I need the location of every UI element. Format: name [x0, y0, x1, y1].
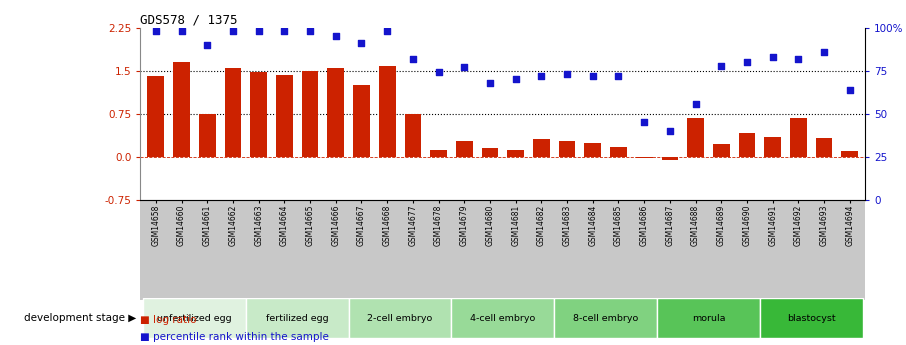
Bar	[173, 62, 190, 157]
Point	[740, 59, 755, 65]
Point	[689, 101, 703, 106]
Point	[329, 33, 343, 39]
Bar	[815, 138, 833, 157]
Point	[535, 73, 549, 79]
Bar	[302, 71, 318, 157]
Point	[508, 77, 523, 82]
Point	[406, 56, 420, 61]
Point	[791, 56, 805, 61]
Point	[662, 128, 677, 134]
Point	[585, 73, 600, 79]
Bar	[430, 149, 447, 157]
Bar	[507, 150, 524, 157]
Point	[560, 71, 574, 77]
Bar	[349, 298, 451, 338]
Bar	[225, 68, 241, 157]
Bar	[250, 72, 267, 157]
Bar	[379, 66, 396, 157]
Bar	[456, 141, 473, 157]
Bar	[143, 298, 246, 338]
Text: blastocyst: blastocyst	[787, 314, 835, 323]
Text: GDS578 / 1375: GDS578 / 1375	[140, 13, 238, 27]
Bar	[790, 118, 806, 157]
Text: development stage ▶: development stage ▶	[24, 313, 136, 323]
Bar	[327, 68, 344, 157]
Point	[277, 28, 292, 34]
Point	[174, 28, 188, 34]
Text: 2-cell embryo: 2-cell embryo	[368, 314, 433, 323]
Point	[612, 73, 626, 79]
Point	[380, 28, 394, 34]
Point	[431, 70, 446, 75]
Bar	[713, 144, 729, 157]
Point	[200, 42, 215, 48]
Point	[354, 40, 369, 46]
Point	[843, 87, 857, 92]
Bar	[657, 298, 760, 338]
Text: fertilized egg: fertilized egg	[265, 314, 329, 323]
Bar	[404, 115, 421, 157]
Bar	[688, 118, 704, 157]
Point	[251, 28, 265, 34]
Point	[714, 63, 728, 68]
Bar	[199, 114, 216, 157]
Text: ■ percentile rank within the sample: ■ percentile rank within the sample	[140, 332, 329, 342]
Point	[149, 28, 163, 34]
Text: 4-cell embryo: 4-cell embryo	[470, 314, 535, 323]
Bar	[636, 157, 652, 158]
Bar	[559, 141, 575, 157]
Bar	[246, 298, 349, 338]
Bar	[148, 77, 164, 157]
Point	[226, 28, 240, 34]
Bar	[760, 298, 863, 338]
Point	[457, 65, 471, 70]
Bar	[842, 151, 858, 157]
Point	[483, 80, 497, 86]
Bar	[276, 75, 293, 157]
Text: unfertilized egg: unfertilized egg	[157, 314, 232, 323]
Text: morula: morula	[691, 314, 725, 323]
Bar	[584, 142, 602, 157]
Point	[817, 49, 832, 55]
Text: ■ log ratio: ■ log ratio	[140, 315, 197, 325]
Bar	[533, 139, 550, 157]
Text: 8-cell embryo: 8-cell embryo	[573, 314, 638, 323]
Bar	[610, 147, 627, 157]
Bar	[451, 298, 554, 338]
Point	[303, 28, 317, 34]
Bar	[765, 137, 781, 157]
Bar	[482, 148, 498, 157]
Point	[637, 120, 651, 125]
Bar	[554, 298, 657, 338]
Bar	[738, 133, 756, 157]
Bar	[353, 85, 370, 157]
Point	[766, 54, 780, 60]
Bar	[661, 157, 679, 160]
